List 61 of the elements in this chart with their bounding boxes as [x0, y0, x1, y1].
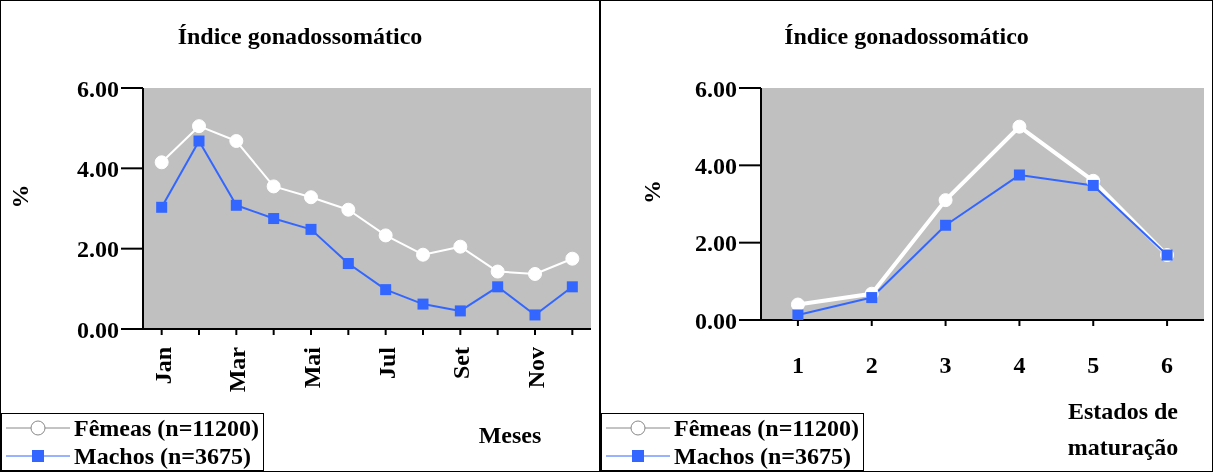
y-tick-label: 4.00	[695, 152, 737, 179]
point	[380, 284, 392, 296]
x-axis-title: Estados de maturação	[1066, 397, 1180, 462]
point	[490, 264, 505, 279]
y-axis-title: %	[6, 184, 33, 209]
x-tick-label: 4	[1013, 352, 1026, 378]
point	[305, 223, 317, 235]
point	[528, 266, 542, 281]
chart-title: Índice gonadossomático	[176, 23, 424, 50]
x-tick-label: 5	[1087, 352, 1100, 378]
point	[268, 213, 280, 225]
x-tick-label: Nov	[523, 347, 549, 389]
x-axis-title: Meses	[477, 421, 543, 450]
point	[378, 228, 393, 243]
point	[453, 239, 468, 254]
x-tick-label: 1	[791, 352, 804, 378]
point	[492, 281, 504, 293]
point	[1087, 179, 1099, 191]
point	[154, 155, 169, 170]
point	[938, 193, 953, 208]
point	[193, 135, 205, 147]
point	[342, 258, 354, 270]
legend-label: Fêmeas (n=11200)	[74, 414, 259, 442]
y-tick-label: 0.00	[695, 307, 737, 334]
y-tick-label: 6.00	[695, 75, 737, 102]
point	[566, 281, 578, 293]
legend-label: Fêmeas (n=11200)	[674, 414, 859, 442]
x-tick-label: Jan	[149, 347, 176, 385]
x-tick-label: Mar	[224, 346, 251, 393]
y-tick-label: 4.00	[77, 155, 119, 182]
point	[156, 201, 168, 213]
point	[529, 309, 541, 321]
legend-label: Machos (n=3675)	[674, 442, 851, 470]
point	[341, 202, 356, 217]
x-tick-label: 6	[1161, 352, 1174, 378]
x-tick-label: 2	[865, 352, 878, 378]
y-tick-label: 2.00	[695, 230, 737, 257]
y-tick-label: 2.00	[77, 236, 119, 263]
point	[229, 134, 244, 149]
point	[1013, 169, 1025, 181]
y-tick-label: 0.00	[77, 316, 119, 343]
y-axis-title: %	[638, 180, 665, 204]
point	[192, 119, 206, 134]
point	[266, 179, 281, 194]
x-tick-label: Jul	[373, 346, 400, 380]
point	[416, 247, 430, 262]
x-tick-label: Mai	[299, 346, 325, 389]
point	[417, 298, 429, 310]
point	[454, 305, 466, 317]
point	[792, 309, 804, 320]
point	[565, 251, 580, 266]
point	[304, 190, 318, 205]
point	[1012, 119, 1027, 134]
point	[866, 292, 878, 304]
y-tick-label: 6.00	[77, 75, 119, 102]
point	[940, 219, 952, 231]
chart-title: Índice gonadossomático	[783, 23, 1030, 50]
legend-label: Machos (n=3675)	[74, 442, 251, 470]
x-tick-label: Set	[448, 347, 475, 379]
point	[230, 199, 242, 211]
x-tick-label: 3	[939, 352, 952, 378]
